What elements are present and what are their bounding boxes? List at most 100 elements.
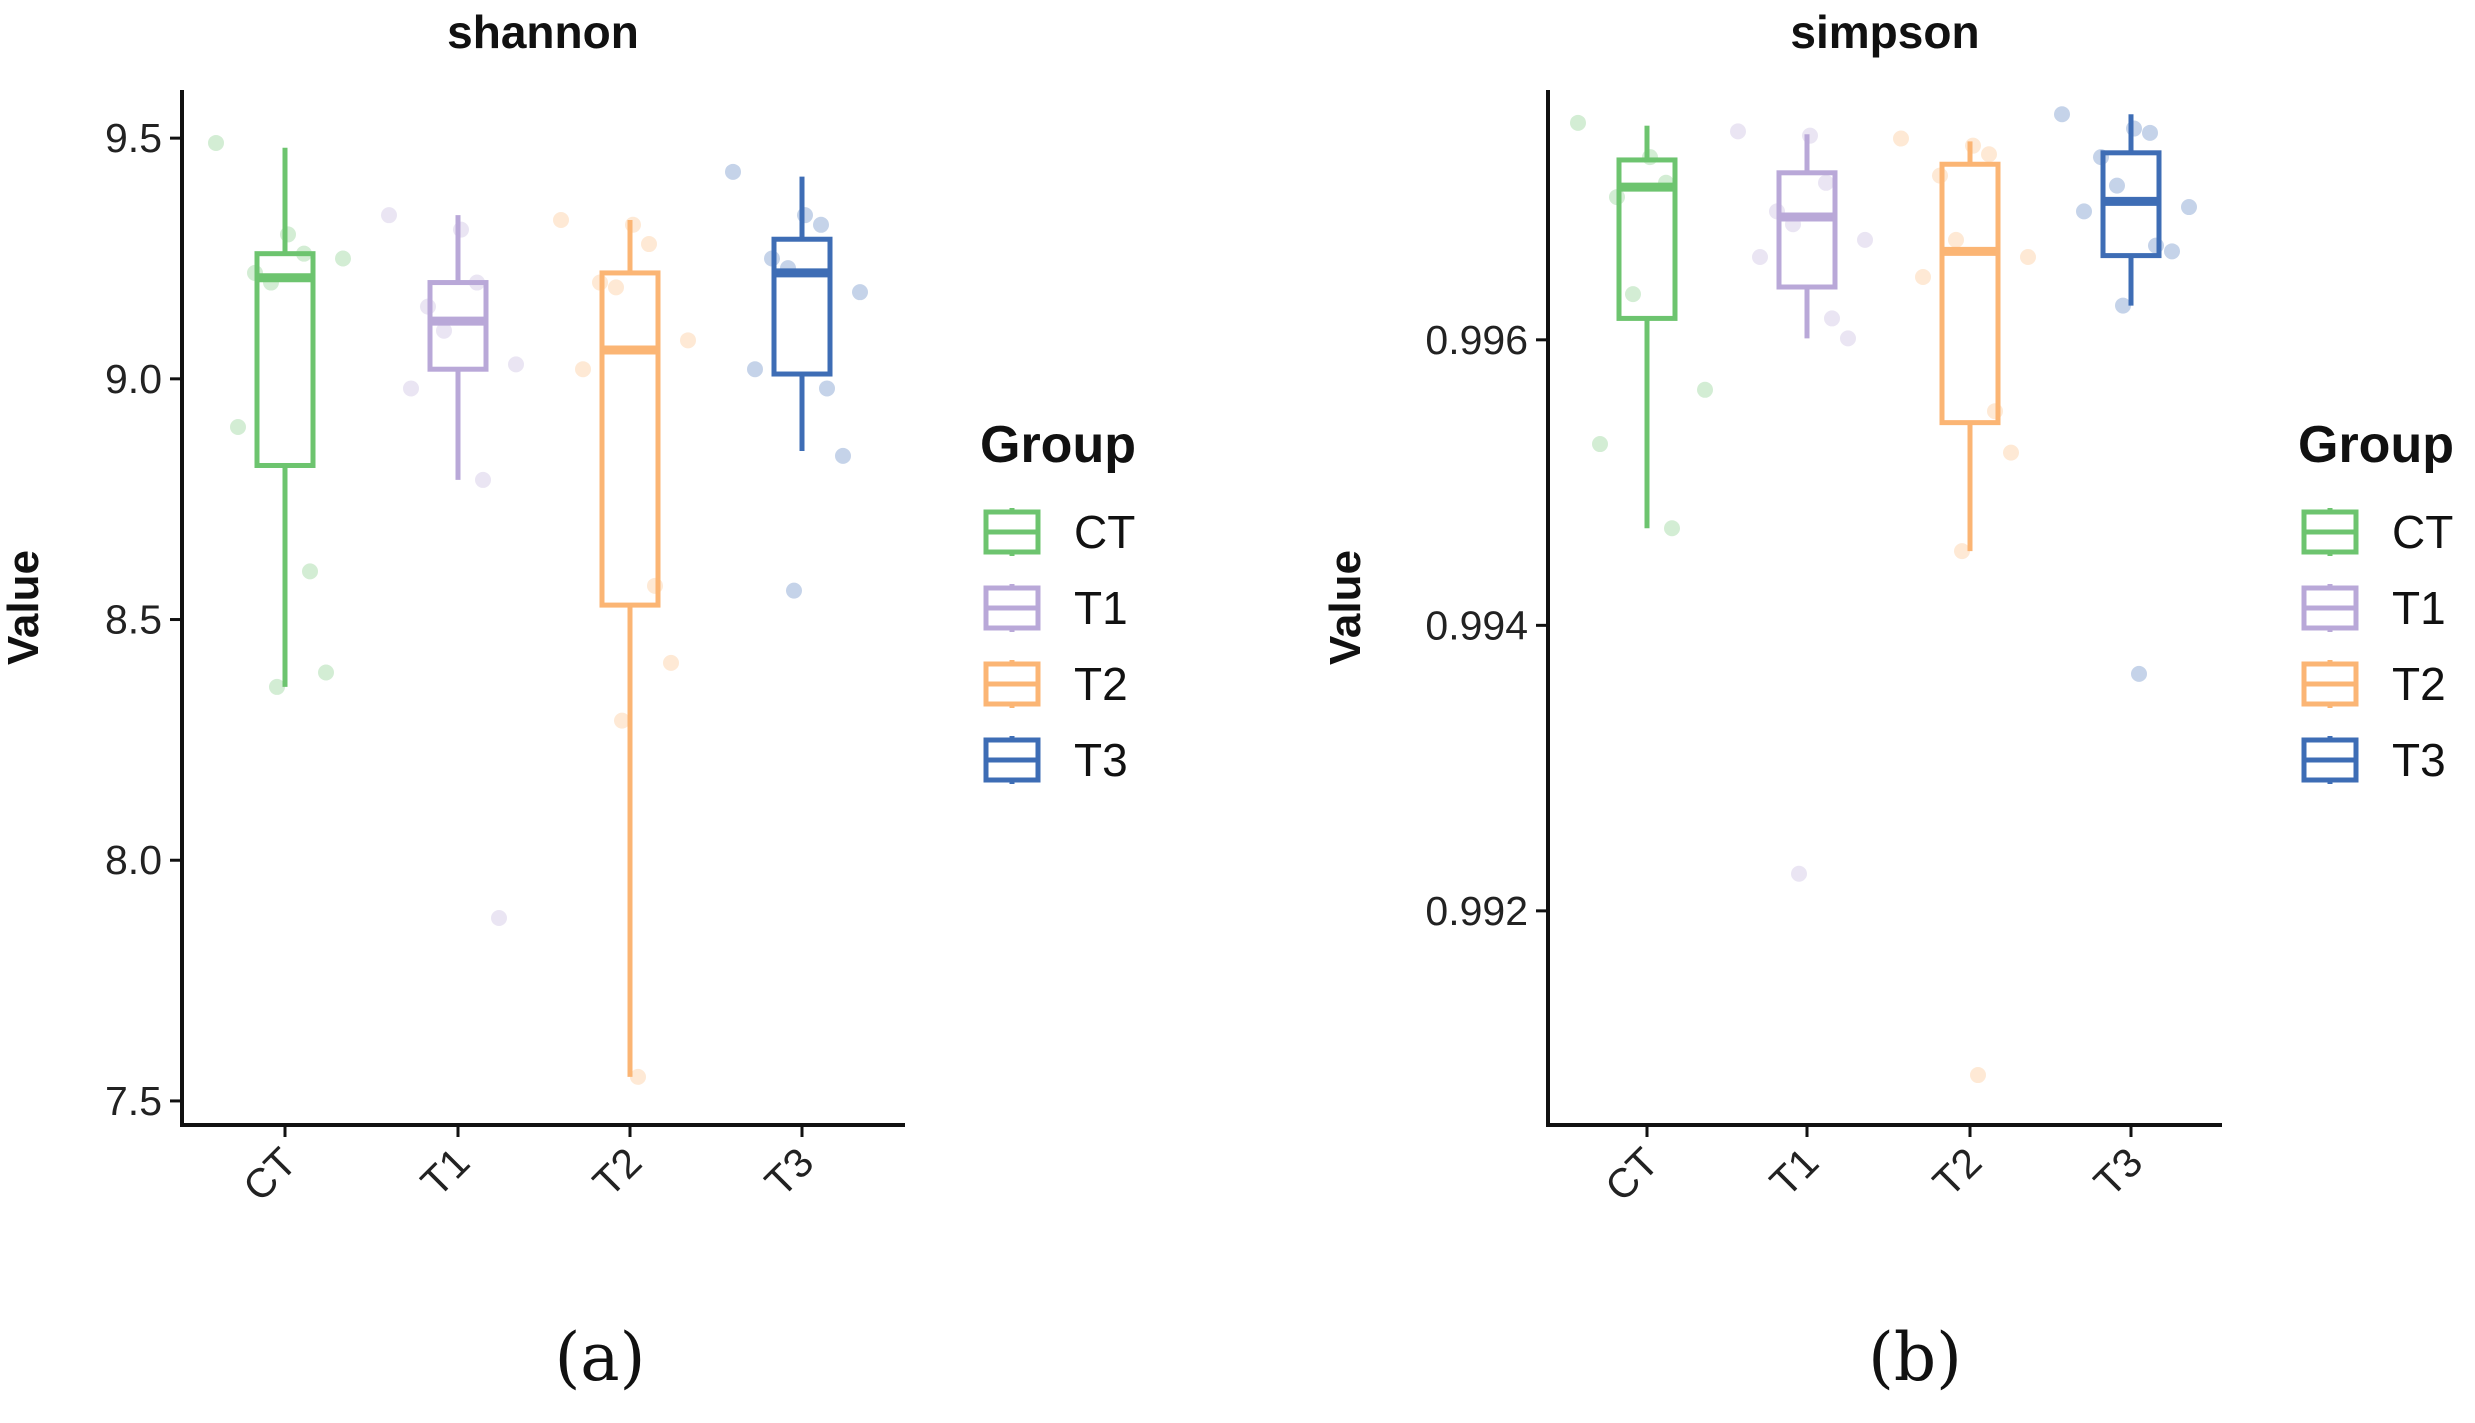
y-axis-label: Value — [0, 550, 48, 665]
data-point — [491, 910, 507, 926]
box-iqr — [427, 280, 489, 372]
legend-label: CT — [1074, 506, 1135, 558]
data-point — [2142, 124, 2158, 141]
box-t3 — [2054, 106, 2197, 682]
data-point — [2115, 297, 2131, 314]
data-point — [403, 380, 419, 397]
data-point — [1970, 1067, 1986, 1084]
data-point — [1570, 114, 1586, 131]
box-ct — [208, 134, 351, 695]
data-point — [1752, 249, 1768, 266]
y-tick-label: 8.0 — [105, 837, 162, 883]
x-tick-label: T3 — [2085, 1139, 2151, 1205]
data-point — [835, 447, 851, 464]
data-point — [1642, 149, 1658, 166]
data-point — [1987, 403, 2003, 420]
data-point — [575, 361, 591, 378]
data-point — [1824, 310, 1840, 327]
x-tick-label: T2 — [1924, 1139, 1990, 1205]
legend-key-t2 — [2301, 660, 2359, 708]
data-point — [453, 221, 469, 238]
box-iqr — [254, 251, 316, 468]
legend-label: T3 — [1074, 734, 1128, 786]
data-point — [786, 582, 802, 599]
panel-caption: (b) — [1868, 1319, 1962, 1396]
data-point — [641, 236, 657, 253]
x-tick-label: T1 — [1761, 1139, 1827, 1205]
data-point — [475, 471, 491, 488]
legend-label: T2 — [2392, 658, 2446, 710]
legend-label: CT — [2392, 506, 2453, 558]
data-point — [614, 712, 630, 729]
data-point — [630, 1068, 646, 1085]
x-tick-label: CT — [234, 1139, 305, 1210]
data-point — [553, 211, 569, 228]
chart-title: shannon — [447, 6, 639, 58]
data-point — [1791, 865, 1807, 882]
panel-caption: (a) — [555, 1319, 646, 1396]
legend: Group CT T1 T2 T3 — [2298, 416, 2454, 786]
box-t2 — [553, 211, 696, 1085]
legend-key-t3 — [983, 736, 1041, 784]
data-point — [1981, 146, 1997, 163]
data-point — [318, 664, 334, 681]
box-t1 — [1730, 123, 1873, 882]
box-ct — [1570, 114, 1713, 537]
legend-key-t3 — [2301, 736, 2359, 784]
legend-label: T1 — [2392, 582, 2446, 634]
data-point — [2148, 237, 2164, 254]
legend-label: T3 — [2392, 734, 2446, 786]
legend-label: T2 — [1074, 658, 1128, 710]
data-point — [1592, 436, 1608, 453]
data-point — [280, 226, 296, 243]
box-iqr — [599, 270, 661, 608]
data-point — [625, 216, 641, 233]
data-point — [2003, 444, 2019, 461]
x-tick-label: CT — [1596, 1139, 1667, 1210]
data-point — [813, 216, 829, 233]
data-point — [852, 284, 868, 301]
data-point — [1948, 231, 1964, 248]
y-axis-label: Value — [1321, 550, 1370, 665]
data-point — [1818, 174, 1834, 191]
data-point — [1730, 123, 1746, 140]
data-point — [302, 563, 318, 580]
data-point — [1625, 286, 1641, 303]
data-point — [269, 678, 285, 695]
box-iqr — [771, 236, 833, 377]
data-point — [819, 380, 835, 397]
data-point — [797, 207, 813, 224]
chart-title: simpson — [1790, 6, 1979, 58]
data-point — [680, 332, 696, 349]
legend-title: Group — [2298, 416, 2454, 474]
data-point — [2131, 665, 2147, 682]
box-iqr — [1616, 157, 1678, 321]
data-point — [2076, 203, 2092, 220]
data-point — [747, 361, 763, 378]
y-tick-label: 0.994 — [1425, 602, 1528, 648]
data-point — [1664, 520, 1680, 537]
data-point — [2181, 199, 2197, 216]
legend-title: Group — [980, 416, 1136, 474]
y-tick-label: 9.5 — [105, 115, 162, 161]
data-point — [208, 134, 224, 151]
legend-key-ct — [2301, 508, 2359, 556]
data-point — [1893, 130, 1909, 147]
y-tick-label: 0.996 — [1425, 317, 1528, 363]
box-iqr — [1939, 161, 2001, 426]
legend-key-t1 — [2301, 584, 2359, 632]
data-point — [647, 577, 663, 594]
x-tick-label: T3 — [756, 1139, 822, 1205]
data-point — [2020, 249, 2036, 266]
data-point — [663, 654, 679, 671]
legend-key-ct — [983, 508, 1041, 556]
data-point — [508, 356, 524, 373]
data-point — [381, 207, 397, 224]
box-t1 — [381, 207, 524, 926]
data-point — [1857, 231, 1873, 248]
data-point — [1954, 543, 1970, 560]
box-t2 — [1893, 130, 2036, 1084]
data-point — [230, 418, 246, 435]
